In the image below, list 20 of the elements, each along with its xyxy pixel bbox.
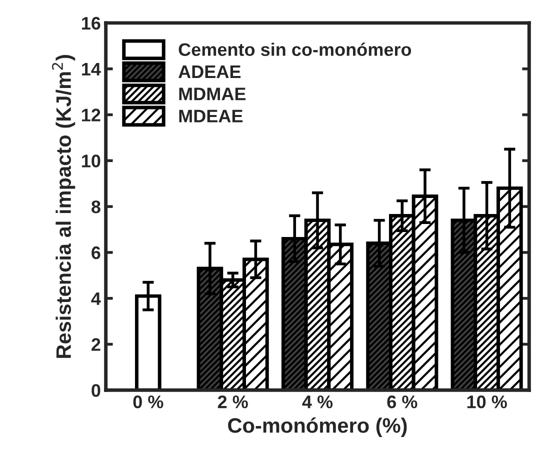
y-tick-label: 0 — [92, 384, 100, 397]
legend-label: ADEAE — [178, 66, 241, 78]
y-tick-label: 8 — [92, 200, 100, 214]
legend-label: MDEAE — [179, 110, 243, 122]
y-tick-label: 10 — [82, 154, 100, 168]
y-tick-label: 2 — [92, 338, 100, 351]
y-tick-label: 16 — [82, 16, 100, 30]
x-tick-label: 0 % — [133, 395, 164, 408]
y-tick-label: 12 — [82, 108, 100, 122]
y-axis-title: Resistencia al impacto (KJ/m$^{2}$) — [52, 55, 76, 358]
legend-label: MDMAE — [179, 88, 246, 100]
x-axis-title: Co-monómero (%) — [228, 417, 407, 437]
y-tick-label: 6 — [92, 246, 100, 260]
legend-label: Cemento sin co-monómero — [178, 42, 412, 56]
x-tick-label: 4 % — [302, 396, 333, 408]
y-tick-label: 4 — [91, 292, 101, 305]
x-tick-label: 2 % — [218, 395, 248, 408]
x-tick-label: 10 % — [467, 395, 507, 408]
y-tick-label: 14 — [82, 62, 101, 76]
x-tick-label: 6 % — [387, 395, 418, 408]
